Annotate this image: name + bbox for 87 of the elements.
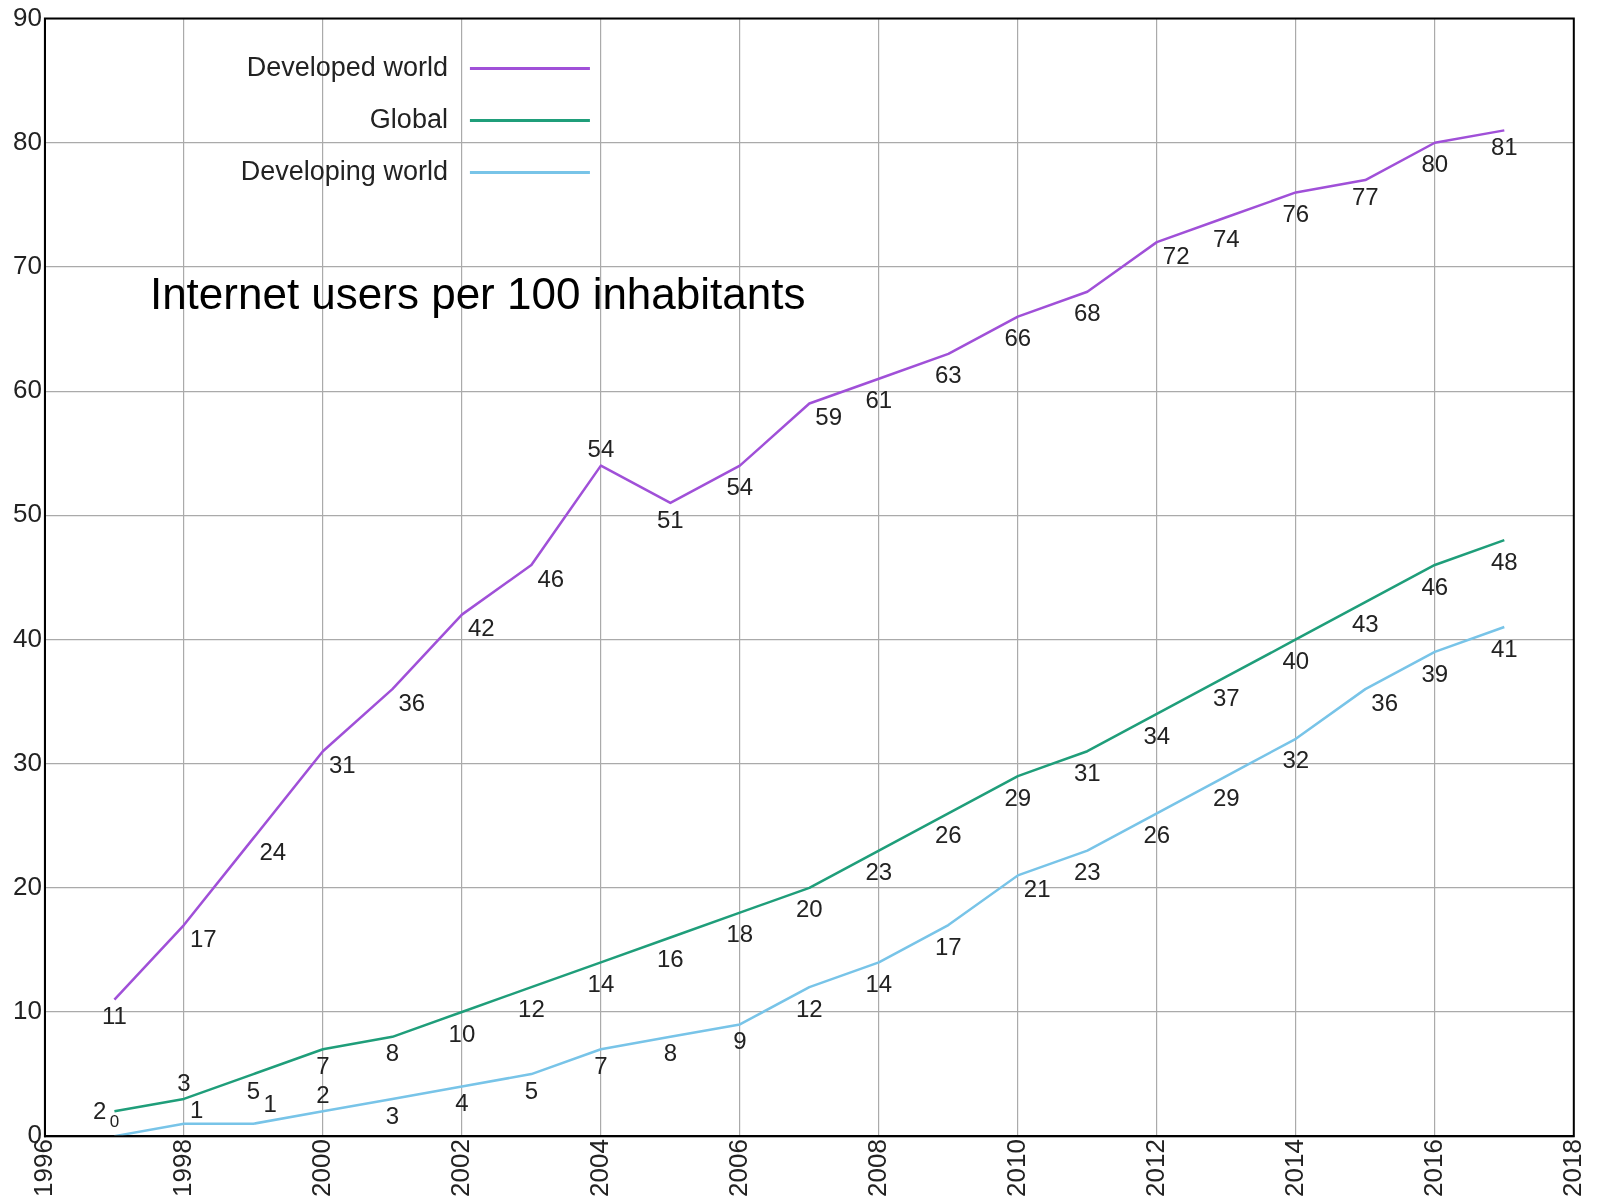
x-tick-label: 2012: [1140, 1139, 1170, 1197]
data-label: 5: [524, 1076, 539, 1104]
data-label: 0: [109, 1112, 120, 1132]
data-label: 7: [594, 1051, 608, 1079]
legend-label: Developing world: [240, 156, 448, 187]
data-label: 23: [865, 858, 893, 886]
data-label: 41: [1490, 634, 1518, 662]
data-label: 46: [1421, 572, 1449, 600]
data-label: 17: [189, 924, 217, 952]
data-label: 10: [448, 1019, 476, 1047]
data-label: 26: [935, 820, 962, 848]
data-label: 2: [316, 1080, 330, 1108]
data-label: 14: [587, 969, 615, 997]
data-label: 20: [796, 895, 823, 923]
data-label: 4: [455, 1089, 469, 1117]
data-label: 16: [657, 945, 684, 973]
data-label: 7: [316, 1051, 330, 1079]
data-label: 39: [1421, 659, 1449, 687]
x-tick-label: 2008: [862, 1139, 893, 1197]
data-label: 9: [733, 1027, 747, 1055]
data-label: 29: [1212, 783, 1240, 811]
data-label: 81: [1490, 132, 1518, 160]
data-label: 80: [1421, 150, 1449, 178]
y-tick-label: 90: [13, 1, 42, 32]
data-label: 11: [101, 1002, 127, 1030]
data-label: 51: [657, 505, 684, 533]
data-label: 12: [518, 994, 545, 1022]
data-label: 24: [259, 837, 287, 865]
data-label: 66: [1004, 324, 1032, 352]
y-tick-label: 30: [13, 746, 42, 777]
data-label: 37: [1212, 684, 1240, 712]
y-tick-label: 70: [13, 250, 42, 281]
data-label: 59: [815, 403, 843, 431]
data-label: 72: [1162, 241, 1190, 269]
data-label: 74: [1212, 224, 1240, 252]
data-label: 31: [1073, 758, 1101, 786]
data-label: 5: [246, 1076, 261, 1104]
x-tick-label: 2006: [723, 1139, 754, 1197]
data-label: 31: [328, 750, 356, 778]
data-label: 46: [537, 564, 565, 592]
data-label: 1: [263, 1090, 277, 1118]
y-tick-label: 10: [13, 995, 42, 1026]
text: Internet users per 100 inhabitants: [149, 269, 806, 319]
data-label: 26: [1143, 820, 1171, 848]
data-label: 42: [467, 614, 495, 642]
data-label: 76: [1282, 200, 1310, 228]
y-tick-label: 50: [13, 498, 42, 529]
data-label: 54: [726, 473, 754, 501]
x-tick-label: 2000: [306, 1139, 337, 1197]
data-label: 68: [1073, 299, 1101, 327]
data-label: 17: [935, 932, 962, 960]
data-label: 43: [1351, 609, 1379, 637]
data-label: 48: [1490, 547, 1518, 575]
data-label: 18: [726, 920, 754, 948]
data-label: 21: [1023, 875, 1051, 903]
data-label: 40: [1282, 647, 1310, 675]
data-label: 3: [177, 1068, 191, 1096]
data-label: 14: [865, 969, 893, 997]
data-label: 54: [587, 435, 615, 463]
x-tick-label: 2010: [1001, 1139, 1032, 1197]
data-label: 36: [398, 688, 426, 716]
data-label: 12: [796, 994, 823, 1022]
data-label: 29: [1004, 783, 1032, 811]
y-tick-label: 80: [13, 125, 42, 156]
data-label: 61: [865, 386, 893, 414]
data-label: 32: [1282, 746, 1310, 774]
x-tick-label: 1998: [167, 1139, 198, 1197]
y-tick-label: 40: [13, 622, 42, 653]
x-tick-label: 2018: [1556, 1139, 1587, 1197]
data-label: 77: [1351, 182, 1379, 210]
data-label: 36: [1371, 688, 1399, 716]
data-label: 8: [663, 1039, 678, 1067]
legend-label: Global: [369, 104, 448, 135]
legend-label: Developed world: [246, 52, 448, 83]
y-tick-label: 20: [13, 870, 42, 901]
data-label: 3: [385, 1101, 400, 1129]
data-label: 23: [1073, 858, 1101, 886]
data-label: 2: [93, 1097, 107, 1125]
x-tick-label: 2002: [445, 1139, 476, 1197]
x-tick-label: 2014: [1278, 1139, 1309, 1197]
x-tick-label: 2004: [584, 1139, 615, 1197]
data-label: 34: [1143, 721, 1171, 749]
data-label: 63: [935, 361, 962, 389]
data-label: 1: [189, 1096, 204, 1124]
x-tick-label: 2016: [1417, 1139, 1448, 1197]
data-label: 8: [385, 1039, 400, 1067]
y-tick-label: 60: [13, 374, 42, 405]
